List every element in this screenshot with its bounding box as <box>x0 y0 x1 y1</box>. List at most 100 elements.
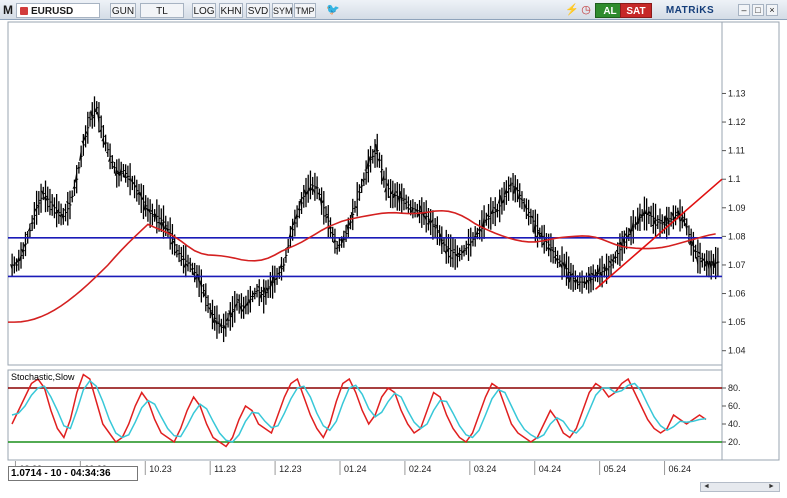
price-bar <box>128 163 132 196</box>
price-bar <box>637 203 642 231</box>
price-bar <box>571 264 575 292</box>
price-bar <box>424 200 428 233</box>
price-bar <box>555 250 560 268</box>
price-bar <box>132 175 137 199</box>
price-bar <box>444 229 448 264</box>
horizontal-scrollbar[interactable] <box>700 482 780 492</box>
price-bar <box>361 172 366 186</box>
price-bar <box>335 241 339 255</box>
y-tick-label: 1.06 <box>728 289 746 299</box>
price-bar <box>41 186 45 201</box>
price-bar <box>241 296 246 319</box>
symbol-selector[interactable]: EURUSD <box>16 3 100 18</box>
x-tick-label: 12.23 <box>279 464 302 474</box>
price-bar <box>375 133 379 168</box>
log-button[interactable]: LOG <box>192 3 216 18</box>
price-bar <box>39 183 43 213</box>
price-bar <box>524 198 528 220</box>
price-bar <box>230 296 235 328</box>
price-bar <box>208 303 212 319</box>
price-bar <box>651 202 655 234</box>
price-bar <box>684 218 689 236</box>
close-button[interactable]: × <box>766 4 778 16</box>
price-bar <box>248 285 252 313</box>
overlays <box>8 178 723 323</box>
price-bar <box>451 237 455 268</box>
price-bar <box>150 203 154 226</box>
price-bar <box>99 115 103 139</box>
price-bar <box>613 251 617 264</box>
khn-button[interactable]: KHN <box>219 3 243 18</box>
price-bar <box>410 199 415 219</box>
axes: 1.13 1.12 1.11 1.1 1.09 1.08 1.07 1.06 1.05 1.04 0… <box>14 88 746 475</box>
trend-line[interactable] <box>594 178 723 290</box>
menu-button[interactable]: M <box>3 3 13 17</box>
currency-button[interactable]: TL <box>140 3 184 18</box>
price-bar <box>108 143 112 170</box>
price-bar <box>355 182 359 217</box>
moving-average-line <box>8 209 716 323</box>
tmp-button[interactable]: TMP <box>294 3 316 18</box>
price-bar <box>506 176 511 201</box>
maximize-button[interactable]: □ <box>752 4 764 16</box>
price-bar <box>79 145 83 168</box>
price-bar <box>63 203 68 222</box>
x-tick-label: 06.24 <box>669 464 692 474</box>
price-bar <box>455 245 459 268</box>
clock-icon[interactable]: ◷ <box>581 4 591 16</box>
y-tick-label: 1.13 <box>728 88 746 98</box>
price-bar <box>406 196 410 214</box>
price-bar <box>165 221 170 239</box>
sym-button[interactable]: SYM <box>272 3 293 18</box>
price-bar <box>170 224 174 255</box>
scroll-left-icon[interactable]: ◄ <box>703 483 710 490</box>
price-bar <box>301 184 306 208</box>
minimize-button[interactable]: – <box>738 4 750 16</box>
price-bar <box>52 197 56 219</box>
price-bar <box>30 215 34 231</box>
price-bar <box>533 209 537 243</box>
price-bar <box>19 242 23 269</box>
price-bar <box>393 183 397 208</box>
price-bar <box>56 201 61 224</box>
twitter-icon[interactable]: 🐦 <box>326 4 340 16</box>
price-bar <box>141 185 145 220</box>
price-bar <box>257 279 261 306</box>
brand-logo: MATRiKS <box>665 5 715 16</box>
price-bar <box>210 299 214 330</box>
scroll-right-icon[interactable]: ► <box>768 483 775 490</box>
price-bar <box>81 133 85 156</box>
price-bar <box>203 283 208 312</box>
price-bar <box>357 184 361 201</box>
sell-button[interactable]: SAT <box>620 3 652 18</box>
price-bar <box>350 198 355 231</box>
price-bar <box>439 226 444 254</box>
price-bar <box>12 256 16 274</box>
price-bar <box>143 195 148 217</box>
price-bar <box>402 188 406 211</box>
price-bar <box>353 200 357 213</box>
y-tick-label: 1.05 <box>728 317 746 327</box>
price-bar <box>502 182 506 211</box>
price-bar <box>542 224 546 254</box>
price-bar <box>666 206 671 236</box>
grid <box>7 21 780 461</box>
price-bar <box>148 199 152 228</box>
price-bar <box>373 139 377 168</box>
price-bar <box>399 183 404 213</box>
x-tick-label: 04.24 <box>539 464 562 474</box>
price-bar <box>94 101 99 115</box>
price-bar <box>700 252 704 268</box>
price-bar <box>698 242 702 274</box>
lightning-icon[interactable]: ⚡ <box>565 4 579 16</box>
stochastic-panel <box>8 373 722 448</box>
price-bar <box>433 218 437 238</box>
price-bar <box>263 280 268 305</box>
price-chart[interactable]: 1.13 1.12 1.11 1.1 1.09 1.08 1.07 1.06 1.05 1.04 0… <box>0 20 787 498</box>
price-bar <box>228 302 232 331</box>
price-bar <box>126 165 130 188</box>
period-button[interactable]: GUN <box>110 3 136 18</box>
price-panel-frame <box>7 21 723 366</box>
svd-button[interactable]: SVD <box>246 3 270 18</box>
price-bar <box>591 264 595 291</box>
